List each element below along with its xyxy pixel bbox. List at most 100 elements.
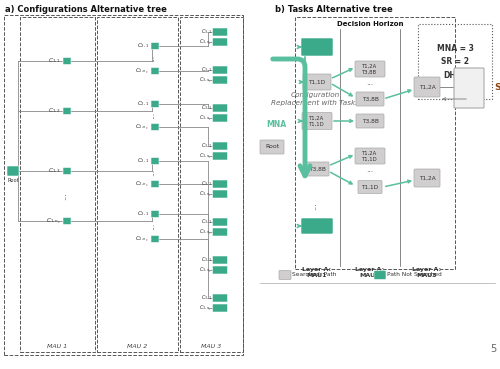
Text: b) Tasks Alternative tree: b) Tasks Alternative tree — [275, 5, 393, 14]
FancyBboxPatch shape — [151, 210, 159, 217]
Text: $C_{2,1}$: $C_{2,1}$ — [136, 42, 149, 50]
Text: ···: ··· — [312, 202, 322, 210]
FancyBboxPatch shape — [151, 158, 159, 165]
Text: ···: ··· — [366, 169, 374, 177]
FancyBboxPatch shape — [212, 76, 228, 84]
Text: MNA: MNA — [266, 120, 286, 129]
Text: $C_{2,1}$: $C_{2,1}$ — [136, 157, 149, 165]
FancyBboxPatch shape — [355, 148, 385, 164]
Text: Configuration
Replacement with Tasks: Configuration Replacement with Tasks — [271, 92, 359, 106]
FancyBboxPatch shape — [358, 180, 382, 193]
Text: $C_{2,1}$: $C_{2,1}$ — [136, 100, 149, 108]
Text: T1,2A: T1,2A — [418, 85, 436, 90]
Text: $C_{3,n_c}$: $C_{3,n_c}$ — [199, 227, 212, 237]
FancyBboxPatch shape — [279, 270, 291, 279]
Text: $C_{3,1}$: $C_{3,1}$ — [201, 180, 212, 188]
Text: ···: ··· — [150, 112, 160, 119]
FancyBboxPatch shape — [151, 235, 159, 242]
Text: $C_{1,2}$: $C_{1,2}$ — [48, 107, 61, 115]
Text: $C_{3,n_c}$: $C_{3,n_c}$ — [199, 37, 212, 47]
Text: Decision Horizon: Decision Horizon — [337, 21, 403, 27]
Text: MAU 3: MAU 3 — [201, 344, 221, 349]
Text: $C_{1,3}$: $C_{1,3}$ — [48, 167, 61, 175]
FancyBboxPatch shape — [212, 28, 228, 36]
Text: $C_{3,n_c}$: $C_{3,n_c}$ — [199, 189, 212, 199]
FancyBboxPatch shape — [151, 100, 159, 107]
FancyBboxPatch shape — [305, 162, 329, 176]
FancyBboxPatch shape — [414, 169, 440, 187]
FancyBboxPatch shape — [212, 66, 228, 74]
FancyBboxPatch shape — [212, 142, 228, 150]
Text: T1,1D: T1,1D — [308, 79, 326, 85]
FancyBboxPatch shape — [414, 77, 440, 97]
FancyBboxPatch shape — [151, 68, 159, 75]
Text: T3,8B: T3,8B — [308, 166, 326, 172]
Text: $C_{3,n_c}$: $C_{3,n_c}$ — [199, 303, 212, 313]
Text: 5: 5 — [490, 344, 496, 354]
FancyBboxPatch shape — [355, 61, 385, 77]
Text: $C_{2,n_c}$: $C_{2,n_c}$ — [136, 66, 149, 76]
FancyBboxPatch shape — [212, 152, 228, 160]
FancyBboxPatch shape — [63, 107, 71, 114]
Text: $C_{2,1}$: $C_{2,1}$ — [136, 210, 149, 218]
FancyBboxPatch shape — [212, 114, 228, 122]
FancyBboxPatch shape — [212, 180, 228, 188]
Text: T3,8B: T3,8B — [362, 118, 378, 124]
FancyBboxPatch shape — [303, 74, 331, 90]
Text: a) Configurations Alternative tree: a) Configurations Alternative tree — [5, 5, 167, 14]
FancyBboxPatch shape — [63, 217, 71, 224]
FancyBboxPatch shape — [212, 256, 228, 264]
FancyBboxPatch shape — [63, 58, 71, 65]
Text: $C_{1,1}$: $C_{1,1}$ — [48, 57, 61, 65]
Text: Path Not Searched: Path Not Searched — [387, 272, 442, 277]
FancyBboxPatch shape — [301, 38, 333, 56]
FancyBboxPatch shape — [260, 140, 284, 154]
FancyBboxPatch shape — [151, 124, 159, 131]
Text: $C_{1,n_c}$: $C_{1,n_c}$ — [46, 216, 61, 226]
FancyBboxPatch shape — [212, 304, 228, 312]
FancyBboxPatch shape — [151, 42, 159, 49]
Text: MNA = 3
SR = 2
DH=2: MNA = 3 SR = 2 DH=2 — [436, 44, 474, 80]
FancyBboxPatch shape — [212, 266, 228, 274]
Text: $C_{3,1}$: $C_{3,1}$ — [201, 294, 212, 302]
FancyBboxPatch shape — [454, 68, 484, 108]
Text: $C_{3,1}$: $C_{3,1}$ — [201, 142, 212, 150]
FancyBboxPatch shape — [374, 270, 386, 279]
Text: Root: Root — [7, 178, 19, 183]
Text: ···: ··· — [150, 169, 160, 176]
Text: T1,2A
T3,8B: T1,2A T3,8B — [362, 63, 378, 75]
Text: $C_{3,1}$: $C_{3,1}$ — [201, 218, 212, 226]
Text: $C_{3,n_c}$: $C_{3,n_c}$ — [199, 113, 212, 123]
Text: T1,2A
T1,1D: T1,2A T1,1D — [309, 115, 325, 127]
Text: ···: ··· — [62, 192, 72, 200]
FancyBboxPatch shape — [212, 38, 228, 46]
FancyBboxPatch shape — [212, 190, 228, 198]
Text: $C_{3,1}$: $C_{3,1}$ — [201, 256, 212, 264]
Text: $C_{2,n_c}$: $C_{2,n_c}$ — [136, 234, 149, 244]
Text: $C_{3,n_c}$: $C_{3,n_c}$ — [199, 75, 212, 85]
FancyBboxPatch shape — [212, 104, 228, 112]
Text: SR: SR — [492, 83, 500, 93]
FancyBboxPatch shape — [302, 113, 332, 130]
Text: MAU 1: MAU 1 — [47, 344, 67, 349]
Text: $C_{3,n_c}$: $C_{3,n_c}$ — [199, 151, 212, 161]
Text: ···: ··· — [366, 82, 374, 90]
FancyBboxPatch shape — [63, 168, 71, 175]
FancyBboxPatch shape — [212, 294, 228, 302]
Text: T1,2A: T1,2A — [418, 176, 436, 180]
Text: $C_{3,1}$: $C_{3,1}$ — [201, 104, 212, 112]
Text: T1,2A
T1,1D: T1,2A T1,1D — [362, 151, 378, 161]
FancyBboxPatch shape — [356, 92, 384, 106]
FancyBboxPatch shape — [212, 228, 228, 236]
Text: $C_{2,n_c}$: $C_{2,n_c}$ — [136, 122, 149, 132]
Text: ···: ··· — [150, 223, 160, 230]
FancyBboxPatch shape — [7, 166, 19, 176]
FancyBboxPatch shape — [356, 114, 384, 128]
Text: $C_{3,1}$: $C_{3,1}$ — [201, 28, 212, 36]
Text: $C_{3,n_c}$: $C_{3,n_c}$ — [199, 265, 212, 275]
Text: Searched  Path: Searched Path — [292, 272, 337, 277]
FancyBboxPatch shape — [301, 218, 333, 234]
Text: T3,8B: T3,8B — [362, 97, 378, 101]
FancyBboxPatch shape — [151, 180, 159, 187]
Text: Root: Root — [265, 145, 279, 149]
